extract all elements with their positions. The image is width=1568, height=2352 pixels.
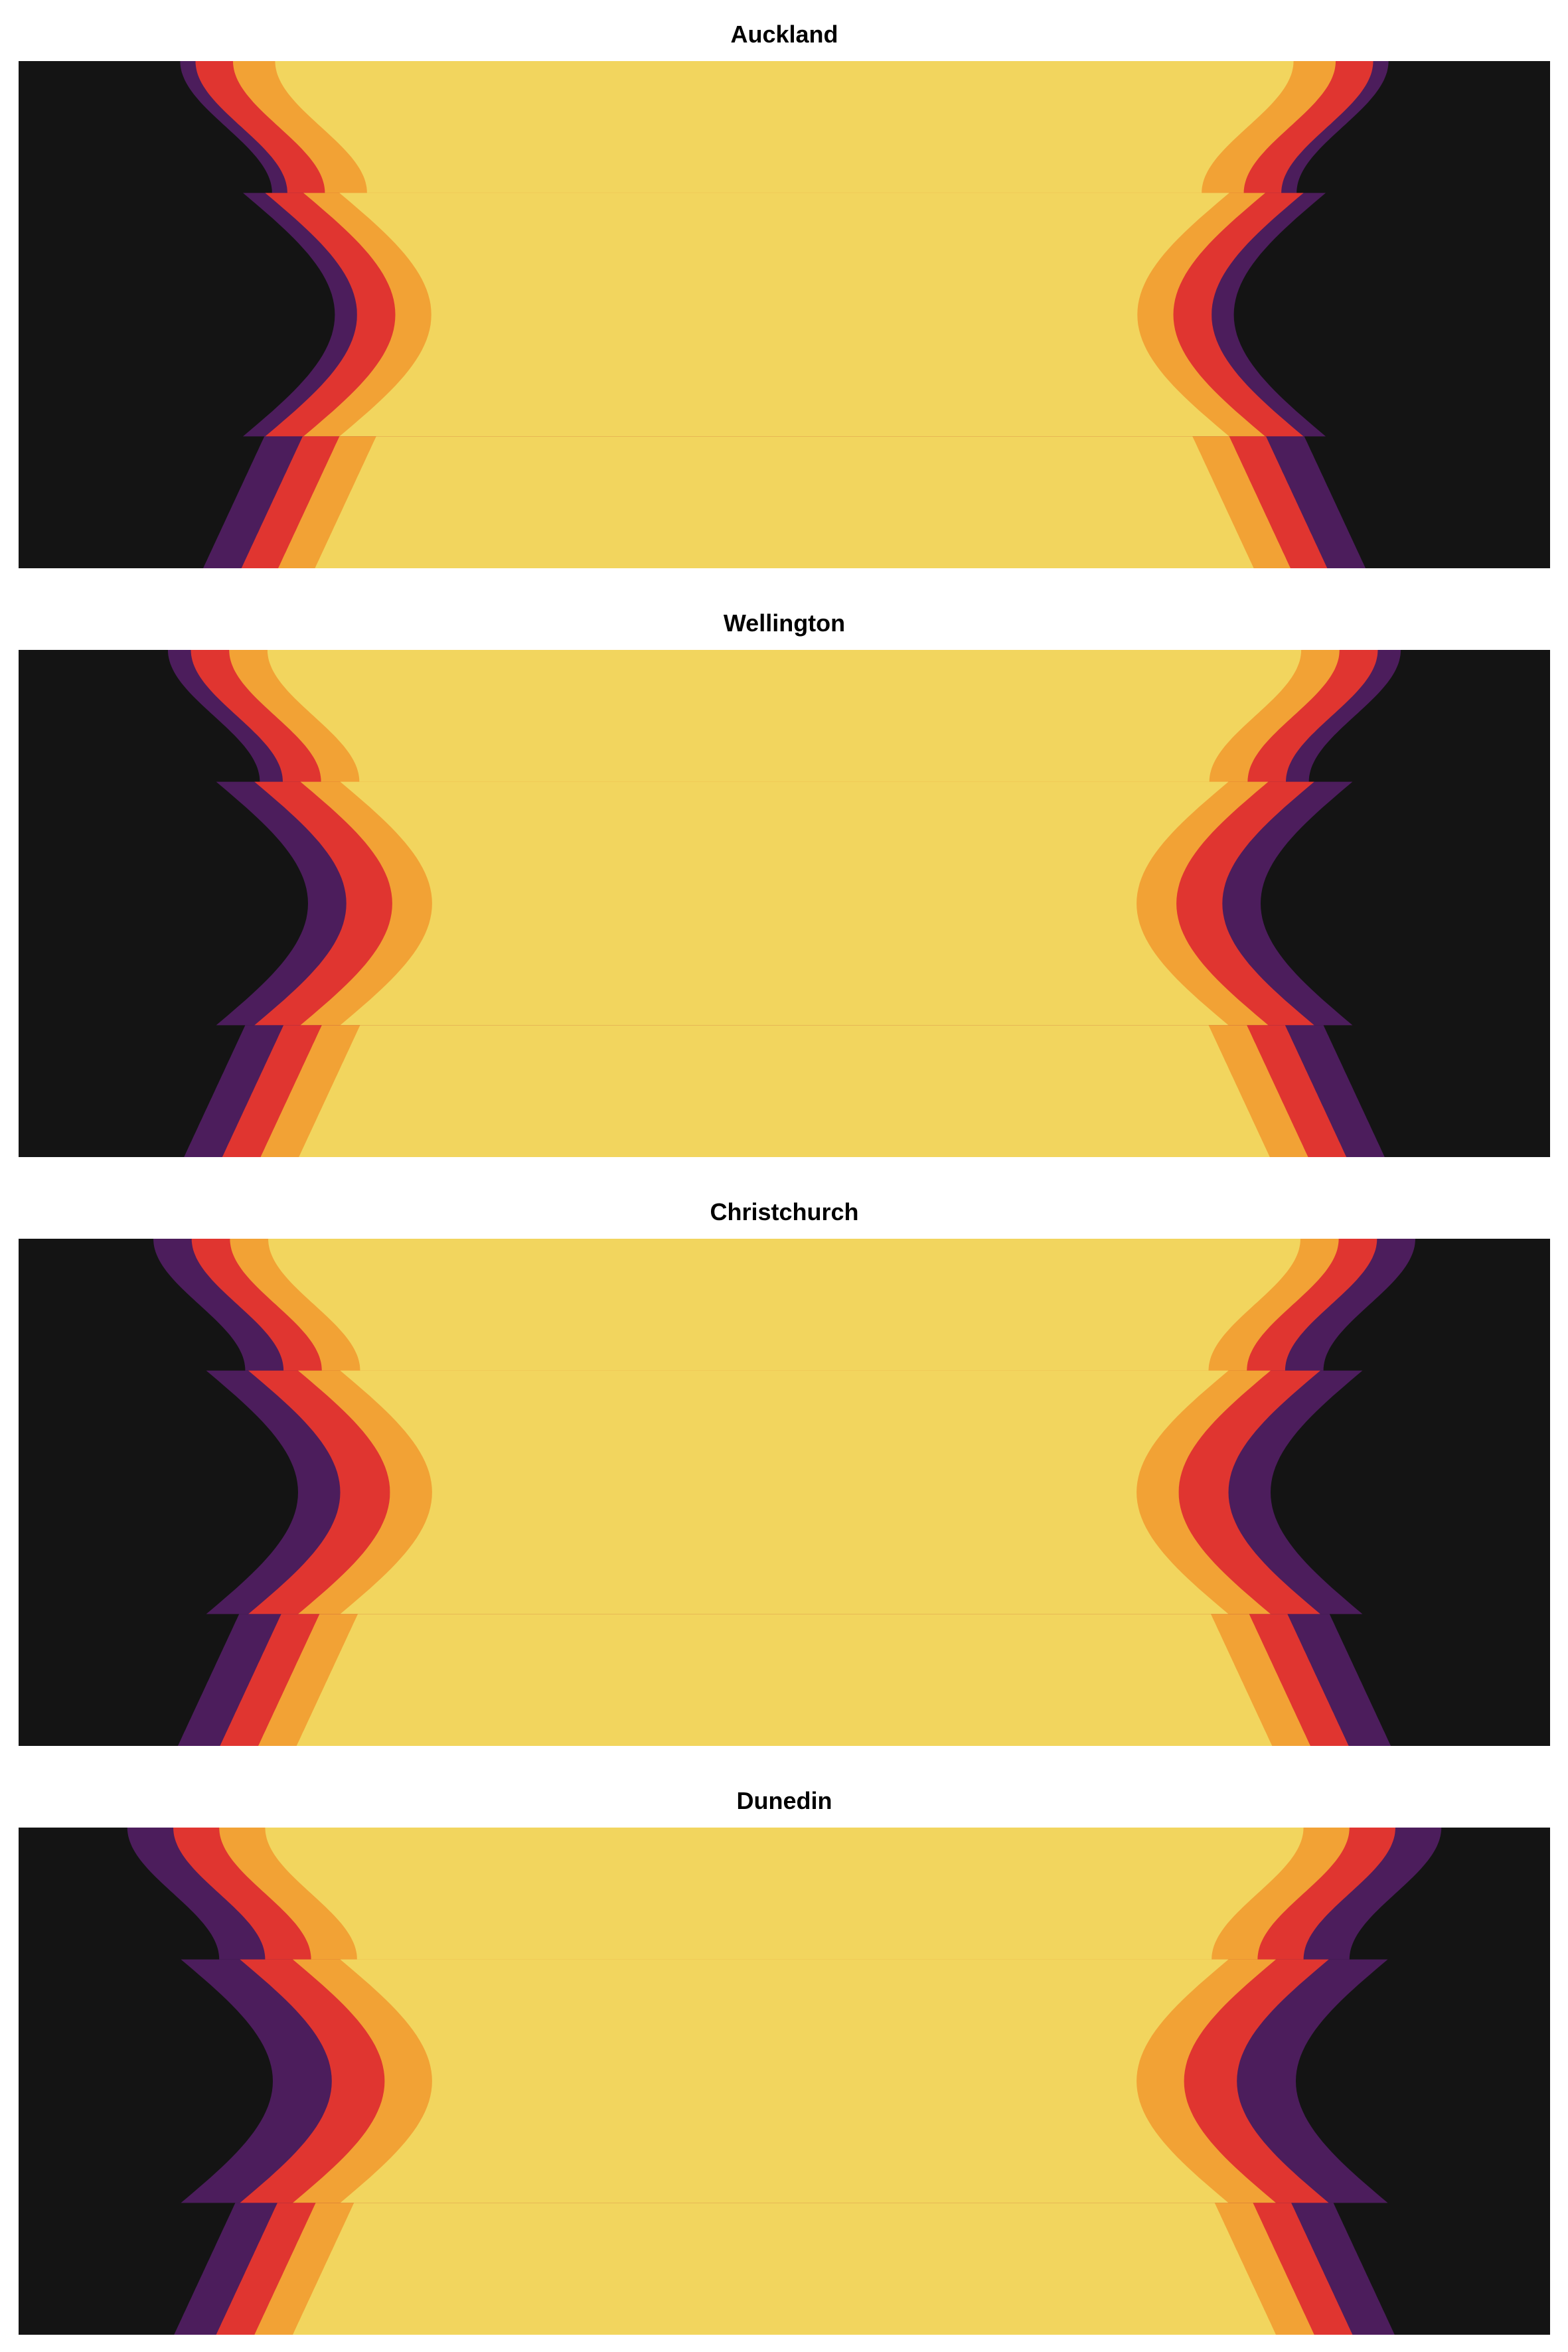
segment-2-band-inner [299, 1025, 1270, 1157]
segment-0-band-inner [275, 61, 1294, 193]
panel-3: Dunedin [19, 1787, 1550, 2335]
panel-title: Wellington [724, 609, 845, 637]
panel-title: Auckland [730, 21, 838, 48]
segment-0-band-inner [268, 1239, 1300, 1371]
panel-title: Dunedin [737, 1787, 832, 1814]
segment-2-band-inner [315, 436, 1254, 568]
panel-1: Wellington [19, 609, 1550, 1157]
segment-0-band-inner [265, 1828, 1304, 1960]
segment-1-band-inner [339, 193, 1229, 437]
segment-1-band-inner [340, 1370, 1229, 1614]
panel-2: Christchurch [19, 1198, 1550, 1746]
segment-1-band-inner [340, 781, 1229, 1026]
segment-2-band-inner [296, 1614, 1273, 1746]
segment-1-band-inner [340, 1959, 1229, 2203]
panel-0: Auckland [19, 21, 1550, 568]
segment-0-band-inner [267, 650, 1302, 782]
panel-title: Christchurch [710, 1198, 858, 1225]
segment-2-band-inner [293, 2203, 1276, 2335]
